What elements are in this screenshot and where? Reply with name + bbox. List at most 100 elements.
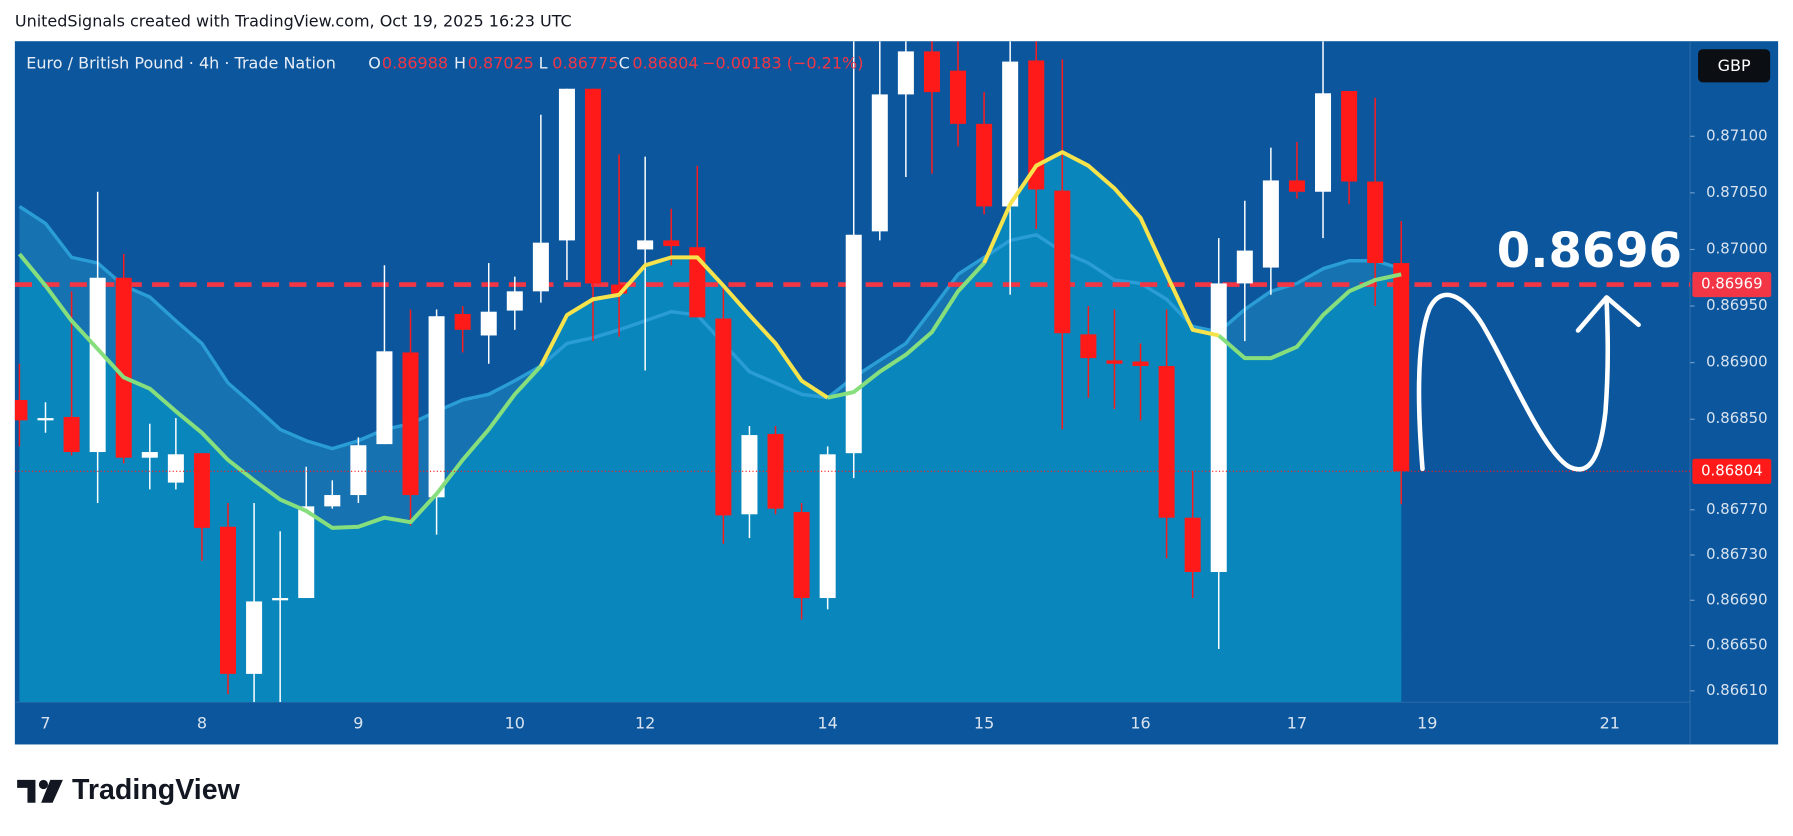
candle-body <box>689 247 706 318</box>
indicator-line <box>539 255 829 400</box>
candle-body <box>298 506 315 599</box>
candle-body <box>1106 360 1123 364</box>
candle-body <box>1028 60 1045 190</box>
y-tick-label: 0.86610 <box>1706 681 1767 699</box>
candle-body <box>37 418 54 421</box>
x-tick-label: 8 <box>197 713 207 732</box>
logo-mark <box>41 779 63 803</box>
candle-body <box>1236 250 1253 284</box>
candle-body <box>1262 180 1279 268</box>
x-tick-label: 9 <box>353 713 363 732</box>
x-tick-label: 16 <box>1130 713 1150 732</box>
candle-body <box>558 88 575 241</box>
candle-body <box>141 452 158 458</box>
last-price-badge <box>1692 458 1772 484</box>
candle-body <box>324 495 341 507</box>
candle-body <box>402 352 419 496</box>
candle-body <box>220 526 237 674</box>
legend-header: Euro / British Pound · 4h · Trade Nation… <box>26 54 863 73</box>
logo-mark <box>38 779 49 790</box>
level-badge-label: 0.86969 <box>1701 275 1762 293</box>
ohlc-letter: H <box>454 54 466 73</box>
candle-body <box>167 454 184 483</box>
candle-body <box>819 454 836 599</box>
level-badge <box>1692 271 1772 298</box>
candle-body <box>585 88 602 284</box>
candle-body <box>14 399 28 421</box>
tradingview-logo: TradingView <box>17 774 241 806</box>
y-tick-label: 0.86850 <box>1706 409 1767 427</box>
candle-body <box>950 70 967 124</box>
candle-body <box>611 284 628 294</box>
candle-body <box>976 123 993 207</box>
candle-body <box>428 316 445 498</box>
y-tick-label: 0.86900 <box>1706 353 1767 371</box>
candle-body <box>1132 361 1149 367</box>
candle-body <box>63 416 80 453</box>
candle-body <box>350 445 367 496</box>
y-tick-label: 0.87050 <box>1706 183 1767 201</box>
candle-body <box>741 435 758 515</box>
candle-body <box>1210 283 1227 573</box>
logo-text: TradingView <box>72 774 241 806</box>
candle-body <box>480 311 497 336</box>
attribution: UnitedSignals created with TradingView.c… <box>15 11 572 30</box>
candle-body <box>1184 517 1201 573</box>
candle-body <box>1158 366 1175 518</box>
y-tick-label: 0.86770 <box>1706 500 1767 518</box>
x-tick-label: 12 <box>635 713 655 732</box>
indicator-line <box>1217 272 1402 361</box>
candle-body <box>1367 181 1384 264</box>
candle-body <box>897 51 914 95</box>
logo-mark <box>17 779 36 803</box>
candle-body <box>506 291 523 311</box>
y-tick-label: 0.86690 <box>1706 590 1767 608</box>
candle-body <box>663 240 680 247</box>
candle-body <box>1341 91 1358 182</box>
candle-body <box>845 234 862 454</box>
candle-body <box>376 351 393 445</box>
indicator-line <box>982 150 1220 338</box>
candle-body <box>871 94 888 232</box>
x-tick-label: 14 <box>817 713 837 732</box>
candle-body <box>89 277 106 453</box>
y-tick-label: 0.86650 <box>1706 636 1767 654</box>
candle-body <box>115 277 132 458</box>
ohlc-value: 0.86775 <box>552 54 618 73</box>
change: −0.00183 (−0.21%) <box>702 54 863 73</box>
ohlc-letter: O <box>368 54 381 73</box>
candle-body <box>193 453 210 528</box>
x-tick-label: 19 <box>1417 713 1437 732</box>
candle-body <box>767 433 784 509</box>
candle-body <box>1054 190 1071 334</box>
y-tick-label: 0.87000 <box>1706 239 1767 257</box>
candle-body <box>715 318 732 516</box>
ohlc-value: 0.86988 <box>382 54 448 73</box>
ohlc-value: 0.86804 <box>632 54 698 73</box>
axes: 0.87100 0.87050 0.87000 0.86950 0.86900 0.868… <box>40 49 1772 732</box>
candle-body <box>1315 93 1332 192</box>
band-line <box>18 205 1402 451</box>
candle-body <box>532 242 549 292</box>
x-tick-label: 10 <box>505 713 525 732</box>
drawing <box>1416 292 1641 472</box>
x-tick-label: 17 <box>1287 713 1307 732</box>
ohlc-letter: L <box>539 54 548 73</box>
candle-body <box>272 598 289 601</box>
plot-area <box>14 41 1691 703</box>
candle-body <box>1080 334 1097 359</box>
x-tick-label: 15 <box>974 713 994 732</box>
ohlc-value: 0.87025 <box>468 54 534 73</box>
candle-body <box>1393 263 1410 472</box>
ohlc-letter: C <box>619 54 630 73</box>
currency-label: GBP <box>1718 56 1751 75</box>
candle-body <box>637 240 654 250</box>
annotation: 0.8696 <box>1497 223 1682 279</box>
y-tick-label: 0.86950 <box>1706 296 1767 314</box>
candle-body <box>1288 180 1305 192</box>
y-tick-label: 0.87100 <box>1706 126 1767 144</box>
symbol-title: Euro / British Pound · 4h · Trade Nation <box>26 54 336 73</box>
candle-body <box>923 51 940 93</box>
candle-body <box>1002 61 1019 207</box>
